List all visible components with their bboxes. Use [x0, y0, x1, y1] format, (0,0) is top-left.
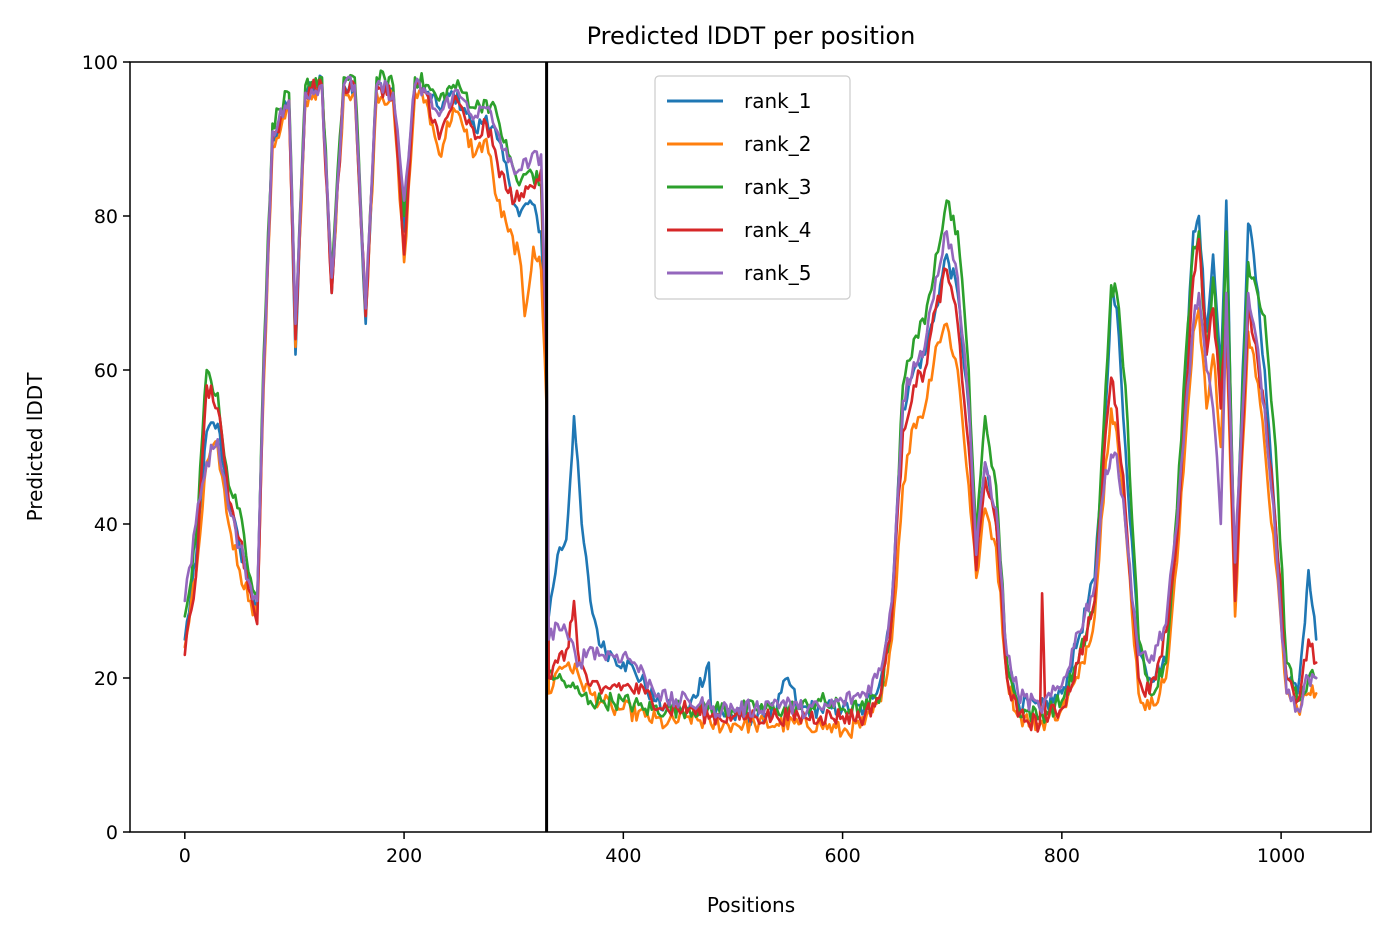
x-tick-label: 400 [605, 845, 641, 867]
x-axis: 0 200 400 600 800 1000 [179, 832, 1305, 867]
legend: rank_1 rank_2 rank_3 rank_4 rank_5 [654, 75, 851, 300]
legend-label-rank-5: rank_5 [744, 261, 811, 285]
legend-label-rank-4: rank_4 [744, 218, 811, 242]
y-tick-label: 40 [94, 514, 118, 536]
x-tick-label: 200 [386, 845, 422, 867]
legend-label-rank-2: rank_2 [744, 132, 811, 156]
x-tick-label: 600 [824, 845, 860, 867]
x-tick-label: 800 [1044, 845, 1080, 867]
y-tick-label: 100 [82, 52, 118, 74]
y-axis: 0 20 40 60 80 100 [82, 52, 130, 844]
legend-box [654, 75, 851, 300]
y-tick-label: 80 [94, 206, 118, 228]
y-tick-label: 60 [94, 360, 118, 382]
legend-label-rank-1: rank_1 [744, 89, 811, 113]
y-axis-label: Predicted lDDT [23, 372, 47, 522]
y-tick-label: 0 [106, 822, 118, 844]
x-tick-label: 0 [179, 845, 191, 867]
x-tick-label: 1000 [1257, 845, 1305, 867]
plot-frame [129, 61, 1372, 833]
chart-title: Predicted lDDT per position [587, 22, 916, 50]
x-axis-label: Positions [707, 893, 795, 917]
y-tick-label: 20 [94, 668, 118, 690]
series-line-rank-5 [183, 75, 1318, 720]
legend-label-rank-3: rank_3 [744, 175, 811, 199]
series-layer [183, 69, 1318, 739]
